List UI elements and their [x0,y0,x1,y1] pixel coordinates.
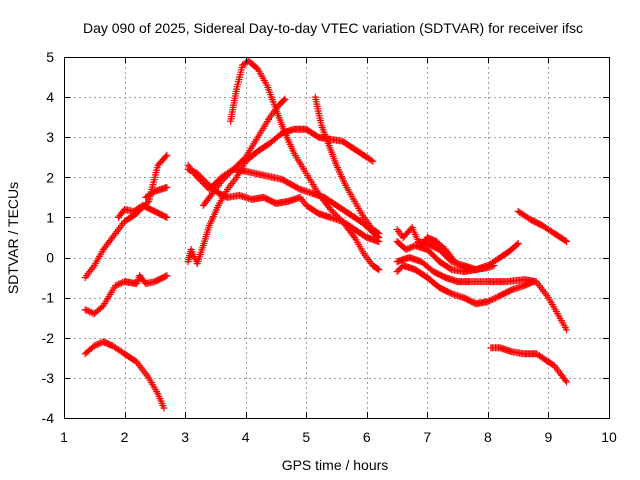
plot-frame [64,57,610,419]
x-tick-label: 4 [242,429,250,445]
series-markers [311,93,383,237]
series-markers [184,125,377,268]
x-tick-label: 5 [302,429,310,445]
series-arc-10 [199,95,289,209]
series-arc-8 [184,125,377,268]
x-tick-label: 9 [545,429,553,445]
series-arc-4 [81,272,171,318]
data-marks [81,57,571,412]
series-arc-1 [81,151,171,282]
series-markers [417,234,480,274]
y-tick-labels: -4 -3 -2 -1 0 1 2 3 4 5 [42,49,55,426]
y-tick-label: -3 [42,370,55,386]
y-tick-label: -4 [42,410,55,426]
series-arc-15 [393,262,537,308]
series-markers [81,272,171,318]
x-tick-label: 1 [60,429,68,445]
series-markers [227,57,383,274]
x-tick-label: 8 [484,429,492,445]
series-markers [514,207,571,245]
series-markers [81,338,168,412]
series-arc-2 [115,201,171,221]
x-tick-label: 7 [423,429,431,445]
x-tick-labels: 1 2 3 4 5 6 7 8 9 10 [60,429,617,445]
x-tick-label: 6 [363,429,371,445]
series-arc-17 [514,207,571,245]
series-arc-9 [227,57,383,274]
x-tick-label: 2 [121,429,129,445]
x-tick-label: 3 [181,429,189,445]
axis-ticks [64,57,610,419]
series-arc-11 [311,93,383,237]
series-markers [199,95,289,209]
y-tick-label: 0 [46,250,54,266]
series-markers [393,262,537,308]
series-arc-18 [487,344,571,386]
series-arc-16 [417,234,480,274]
y-axis-label: SDTVAR / TECUs [5,182,21,294]
chart-title: Day 090 of 2025, Sidereal Day-to-day VTE… [83,20,583,36]
grid [64,57,609,418]
y-tick-label: -2 [42,330,55,346]
series-markers [81,151,171,282]
series-markers [487,344,571,386]
series-markers [142,183,171,201]
x-tick-label: 10 [601,429,617,445]
series-arc-5 [81,338,168,412]
series-arc-3 [142,183,171,201]
y-tick-label: 5 [46,49,54,65]
y-tick-label: 2 [46,169,54,185]
y-tick-label: 4 [46,89,54,105]
y-tick-label: -1 [42,290,55,306]
y-tick-label: 3 [46,129,54,145]
x-axis-label: GPS time / hours [282,457,389,473]
series-markers [115,201,171,221]
y-tick-label: 1 [46,209,54,225]
